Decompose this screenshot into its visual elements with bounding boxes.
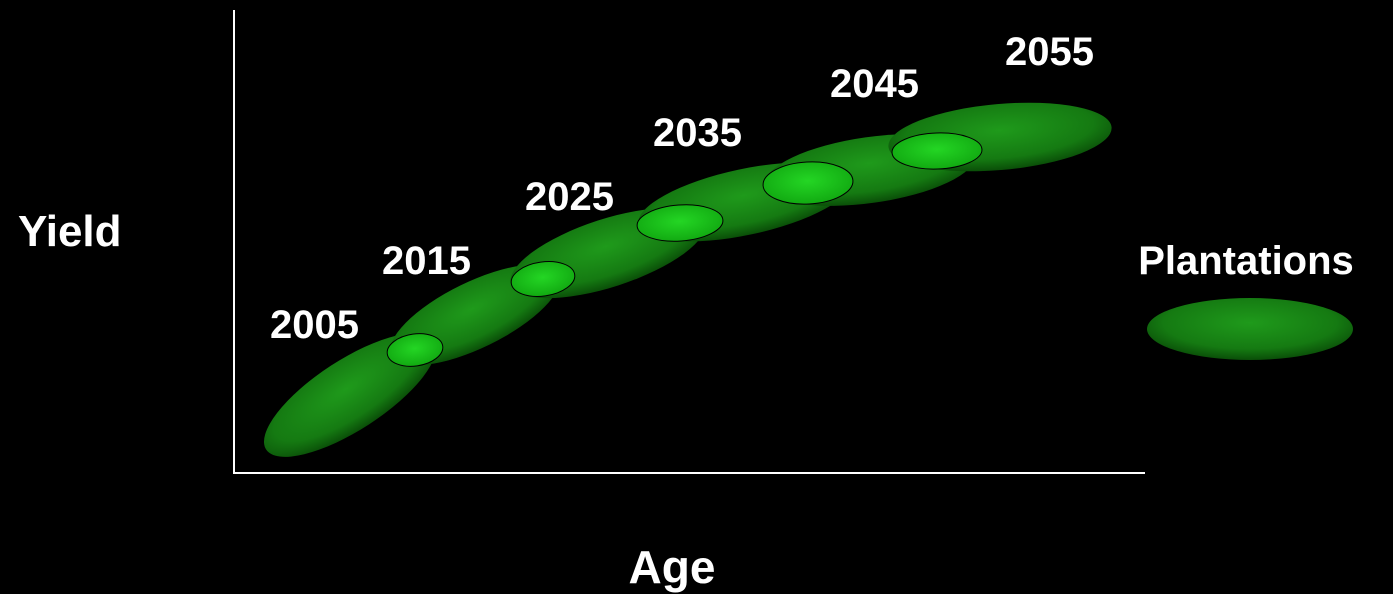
period-label-2055: 2055 [1005,30,1094,74]
period-label-2005: 2005 [270,303,359,347]
overlap-2015-2025 [510,261,576,297]
y-axis-label: Yield [18,207,122,256]
overlap-regions [386,132,983,367]
period-label-2025: 2025 [525,175,614,219]
overlap-2025-2035 [636,204,724,242]
period-label-2045: 2045 [830,62,919,106]
overlap-2005-2015 [386,333,444,367]
legend-swatch [1147,298,1353,360]
x-axis-label: Age [629,541,716,593]
overlap-2035-2045 [762,161,854,205]
legend-label: Plantations [1138,239,1354,283]
period-label-2015: 2015 [382,239,471,283]
legend: Plantations [1138,239,1354,360]
period-label-2035: 2035 [653,111,742,155]
plantation-ellipse-2005 [263,333,437,457]
overlap-2045-2055 [891,132,983,170]
